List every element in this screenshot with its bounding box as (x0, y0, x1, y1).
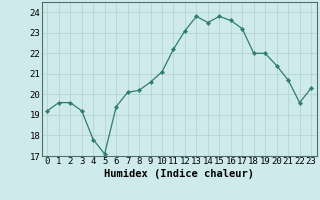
X-axis label: Humidex (Indice chaleur): Humidex (Indice chaleur) (104, 169, 254, 179)
